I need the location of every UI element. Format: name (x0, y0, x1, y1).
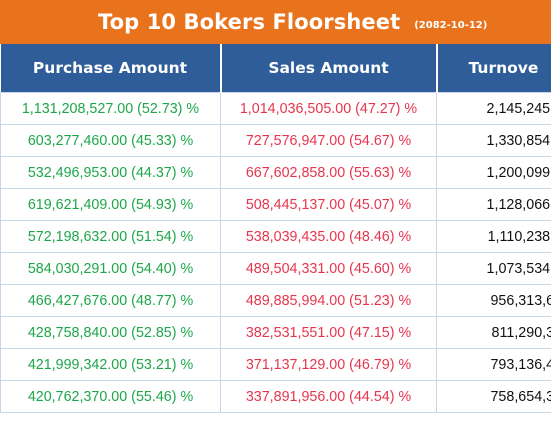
purchase-amount-cell: 420,762,370.00 (55.46) % (0, 380, 221, 413)
column-header-turnover[interactable]: Turnove (435, 44, 551, 93)
sales-amount-cell: 489,504,331.00 (45.60) % (220, 252, 437, 285)
sales-amount-cell: 489,885,994.00 (51.23) % (220, 284, 437, 317)
floorsheet-banner: Top 10 Bokers Floorsheet (2082-10-12) (0, 0, 551, 44)
turnover-cell: 1,128,066,54 (436, 188, 551, 221)
turnover-value: 1,110,238,06 (487, 228, 551, 245)
purchase-amount-cell: 428,758,840.00 (52.85) % (0, 316, 221, 349)
sales-amount-cell: 382,531,551.00 (47.15) % (220, 316, 437, 349)
table-row: 619,621,409.00 (54.93) % 508,445,137.00 … (0, 188, 551, 221)
page-title: Top 10 Bokers Floorsheet (98, 10, 401, 34)
sales-amount-cell: 538,039,435.00 (48.46) % (220, 220, 437, 253)
purchase-amount-cell: 1,131,208,527.00 (52.73) % (0, 92, 221, 125)
purchase-amount-cell: 572,198,632.00 (51.54) % (0, 220, 221, 253)
turnover-cell: 811,290,391 (436, 316, 551, 349)
turnover-value: 1,128,066,54 (486, 196, 551, 213)
report-date: (2082-10-12) (414, 19, 488, 31)
turnover-cell: 1,200,099,81 (436, 156, 551, 189)
purchase-amount-cell: 603,277,460.00 (45.33) % (0, 124, 221, 157)
turnover-cell: 1,330,854,40 (436, 124, 551, 157)
column-header-sales[interactable]: Sales Amount (219, 44, 438, 93)
table-row: 532,496,953.00 (44.37) % 667,602,858.00 … (0, 156, 551, 189)
column-header-purchase[interactable]: Purchase Amount (0, 44, 222, 93)
turnover-value: 1,073,534,62 (486, 260, 551, 277)
table-row: 466,427,676.00 (48.77) % 489,885,994.00 … (0, 284, 551, 317)
table-row: 572,198,632.00 (51.54) % 538,039,435.00 … (0, 220, 551, 253)
sales-amount-cell: 727,576,947.00 (54.67) % (220, 124, 437, 157)
table-row: 428,758,840.00 (52.85) % 382,531,551.00 … (0, 316, 551, 349)
purchase-amount-cell: 584,030,291.00 (54.40) % (0, 252, 221, 285)
table-row: 603,277,460.00 (45.33) % 727,576,947.00 … (0, 124, 551, 157)
turnover-value: 758,654,326 (490, 388, 551, 405)
purchase-amount-cell: 619,621,409.00 (54.93) % (0, 188, 221, 221)
floorsheet-table-container: Purchase Amount Sales Amount Turnove 1,1… (0, 44, 551, 431)
sales-amount-cell: 371,137,129.00 (46.79) % (220, 348, 437, 381)
table-row: 1,131,208,527.00 (52.73) % 1,014,036,505… (0, 92, 551, 125)
table-row: 421,999,342.00 (53.21) % 371,137,129.00 … (0, 348, 551, 381)
purchase-amount-cell: 466,427,676.00 (48.77) % (0, 284, 221, 317)
turnover-cell: 2,145,245,03 (436, 92, 551, 125)
turnover-cell: 956,313,670 (436, 284, 551, 317)
turnover-value: 2,145,245,03 (486, 100, 551, 117)
turnover-cell: 1,110,238,06 (436, 220, 551, 253)
turnover-cell: 758,654,326 (436, 380, 551, 413)
sales-amount-cell: 508,445,137.00 (45.07) % (220, 188, 437, 221)
table-row: 420,762,370.00 (55.46) % 337,891,956.00 … (0, 380, 551, 413)
purchase-amount-cell: 532,496,953.00 (44.37) % (0, 156, 221, 189)
table-header-row: Purchase Amount Sales Amount Turnove (0, 44, 551, 93)
sales-amount-cell: 337,891,956.00 (44.54) % (220, 380, 437, 413)
turnover-value: 956,313,670 (490, 292, 551, 309)
sales-amount-cell: 667,602,858.00 (55.63) % (220, 156, 437, 189)
table-row: 584,030,291.00 (54.40) % 489,504,331.00 … (0, 252, 551, 285)
turnover-value: 793,136,471 (490, 356, 551, 373)
turnover-value: 1,330,854,40 (486, 132, 551, 149)
turnover-cell: 1,073,534,62 (436, 252, 551, 285)
floorsheet-table: Purchase Amount Sales Amount Turnove 1,1… (0, 44, 551, 413)
turnover-cell: 793,136,471 (436, 348, 551, 381)
sales-amount-cell: 1,014,036,505.00 (47.27) % (220, 92, 437, 125)
turnover-value: 1,200,099,81 (486, 164, 551, 181)
purchase-amount-cell: 421,999,342.00 (53.21) % (0, 348, 221, 381)
turnover-value: 811,290,391 (491, 324, 551, 341)
